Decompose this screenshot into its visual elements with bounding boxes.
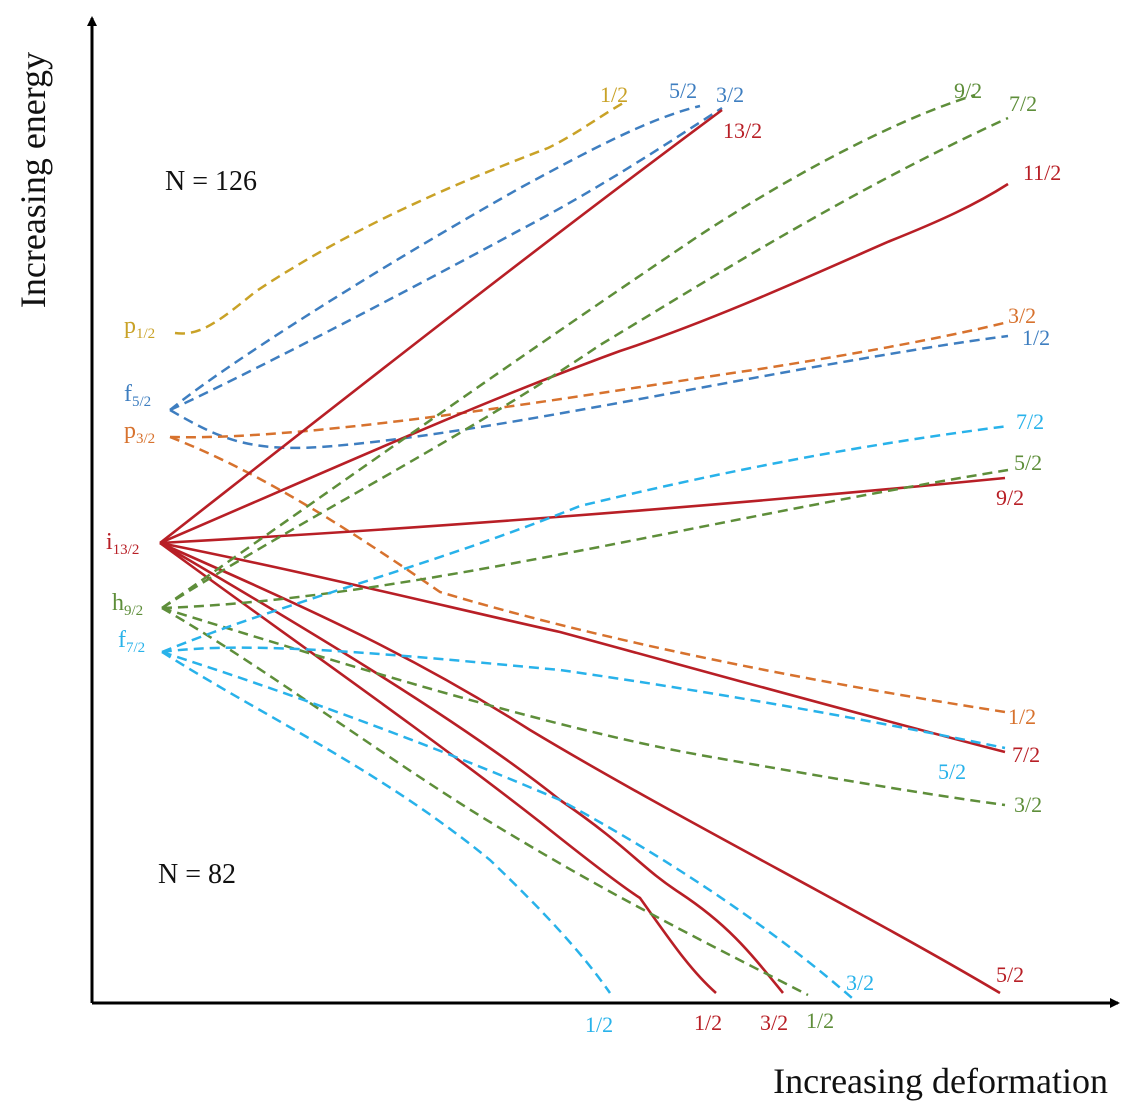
state-label-p32: p3/2: [124, 418, 155, 447]
state-label-p12-letter: p: [124, 313, 136, 339]
level-end-label-h92-7-2: 7/2: [1009, 91, 1037, 116]
state-label-p32-letter: p: [124, 418, 136, 444]
level-curve-h92-3-2: [161, 606, 1006, 807]
level-curve-h92-5-2: [161, 468, 1009, 610]
level-curve-p32-1-2: [169, 435, 1006, 714]
axes: [87, 16, 1120, 1008]
level-curve-f72-5-2: [161, 646, 1006, 750]
level-end-label-f72-1-2: 1/2: [585, 1012, 613, 1037]
state-label-f72-subscript: 7/2: [126, 640, 145, 656]
level-end-label-i132-5-2: 5/2: [996, 962, 1024, 987]
level-end-label-f72-3-2: 3/2: [846, 970, 874, 995]
state-label-f52-letter: f: [124, 381, 132, 407]
level-curve-f52-1-2: [169, 334, 1009, 450]
level-curve-f52-3-2: [169, 106, 723, 412]
level-end-label-h92-9-2: 9/2: [954, 78, 982, 103]
level-end-label-f72-7-2: 7/2: [1016, 409, 1044, 434]
level-end-label-h92-3-2: 3/2: [1014, 792, 1042, 817]
level-end-label-f52-5-2: 5/2: [669, 78, 697, 103]
state-label-i132: i13/2: [106, 529, 139, 558]
region-label-upper: N = 126: [165, 166, 257, 197]
state-label-i132-letter: i: [106, 529, 113, 555]
level-curve-i132-11-2: [159, 182, 1009, 545]
level-curves: [159, 93, 1009, 999]
level-end-label-i132-1-2: 1/2: [694, 1010, 722, 1035]
level-curve-p12-1-2: [174, 100, 626, 335]
level-end-label-i132-9-2: 9/2: [996, 485, 1024, 510]
state-label-f52: f5/2: [124, 381, 151, 410]
x-axis-title: Increasing deformation: [773, 1061, 1108, 1101]
state-label-f72: f7/2: [118, 627, 145, 656]
level-curve-i132-1-2: [159, 541, 717, 994]
level-end-label-h92-1-2: 1/2: [806, 1008, 834, 1033]
state-label-f72-letter: f: [118, 627, 126, 653]
state-label-h92: h9/2: [112, 590, 143, 619]
state-label-p12-subscript: 1/2: [136, 326, 155, 342]
level-curve-f72-3-2: [161, 650, 853, 999]
level-curve-h92-7-2: [161, 116, 1009, 610]
level-curve-f52-5-2: [169, 104, 701, 411]
level-end-label-i132-11-2: 11/2: [1023, 160, 1061, 185]
level-end-label-p32-3-2: 3/2: [1008, 303, 1036, 328]
level-curve-h92-9-2: [161, 93, 976, 610]
level-end-label-h92-5-2: 5/2: [1014, 450, 1042, 475]
level-end-label-i132-13-2: 13/2: [723, 118, 762, 143]
level-end-label-p12-1-2: 1/2: [600, 82, 628, 107]
state-label-p32-subscript: 3/2: [136, 431, 155, 447]
state-label-i132-subscript: 13/2: [113, 542, 140, 558]
y-axis-title: Increasing energy: [13, 52, 53, 308]
level-curve-i132-5-2: [159, 541, 1001, 995]
state-label-h92-letter: h: [112, 590, 124, 616]
level-end-label-f72-5-2: 5/2: [938, 759, 966, 784]
level-end-label-f52-1-2: 1/2: [1022, 325, 1050, 350]
level-curve-f72-1-2: [161, 650, 612, 994]
level-end-label-i132-7-2: 7/2: [1012, 742, 1040, 767]
level-end-labels: 1/2 5/2 3/21/23/21/213/211/29/27/25/23/21/…: [585, 78, 1061, 1037]
level-curve-i132-3-2: [159, 541, 785, 994]
state-label-f52-subscript: 5/2: [132, 394, 151, 410]
level-curve-p32-3-2: [169, 320, 1009, 439]
level-curve-i132-9-2: [159, 476, 1006, 545]
level-end-label-i132-3-2: 3/2: [760, 1010, 788, 1035]
level-curve-f72-7-2: [161, 424, 1009, 654]
level-curve-h92-1-2: [161, 606, 809, 997]
state-label-h92-subscript: 9/2: [124, 603, 143, 619]
level-end-label-f52-3-2: 3/2: [716, 82, 744, 107]
region-label-lower: N = 82: [158, 859, 236, 890]
level-end-label-p32-1-2: 1/2: [1008, 704, 1036, 729]
level-curve-i132-13-2: [159, 108, 723, 545]
state-label-p12: p1/2: [124, 313, 155, 342]
level-curve-i132-7-2: [159, 541, 1006, 754]
